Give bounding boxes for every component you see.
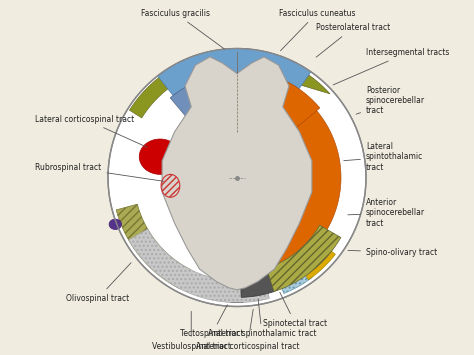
Ellipse shape <box>109 219 121 229</box>
Polygon shape <box>240 268 274 297</box>
Text: Fasciculus cuneatus: Fasciculus cuneatus <box>279 9 355 51</box>
Polygon shape <box>116 204 190 289</box>
Text: Lateral
spintothalamic
tract: Lateral spintothalamic tract <box>344 142 423 171</box>
Polygon shape <box>170 73 237 123</box>
Text: Posterior
spinocerebellar
tract: Posterior spinocerebellar tract <box>356 86 425 115</box>
Polygon shape <box>108 49 366 306</box>
Polygon shape <box>293 238 335 280</box>
Text: Intersegmental tracts: Intersegmental tracts <box>333 48 449 85</box>
Text: Spinotectal tract: Spinotectal tract <box>263 292 328 328</box>
Polygon shape <box>276 260 312 294</box>
Ellipse shape <box>139 139 181 174</box>
Text: Vestibulospinal tract: Vestibulospinal tract <box>152 311 231 351</box>
Text: Spino-olivary tract: Spino-olivary tract <box>348 248 437 257</box>
Polygon shape <box>266 225 341 291</box>
Text: Fasciculus gracilis: Fasciculus gracilis <box>141 9 224 49</box>
Text: Lateral corticospinal tract: Lateral corticospinal tract <box>35 115 147 147</box>
Polygon shape <box>249 71 320 133</box>
Text: Tectospinal tract: Tectospinal tract <box>180 305 244 338</box>
Polygon shape <box>157 49 311 100</box>
Text: Anterior corticospinal tract: Anterior corticospinal tract <box>196 309 299 351</box>
Text: Anterior
spinocerebellar
tract: Anterior spinocerebellar tract <box>348 198 425 228</box>
Polygon shape <box>162 57 312 290</box>
Polygon shape <box>144 53 330 132</box>
Polygon shape <box>129 65 184 118</box>
Text: Anterior spinothalamic tract: Anterior spinothalamic tract <box>208 299 316 338</box>
Polygon shape <box>262 87 341 272</box>
Text: Olivospinal tract: Olivospinal tract <box>66 263 131 303</box>
Text: Posterolateral tract: Posterolateral tract <box>316 23 390 57</box>
Polygon shape <box>128 229 269 302</box>
Text: Rubrospinal tract: Rubrospinal tract <box>35 163 164 181</box>
